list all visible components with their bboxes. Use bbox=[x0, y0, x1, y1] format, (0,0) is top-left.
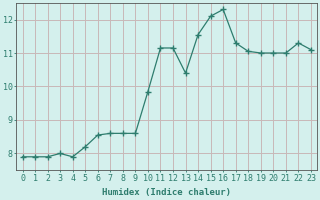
X-axis label: Humidex (Indice chaleur): Humidex (Indice chaleur) bbox=[102, 188, 231, 197]
